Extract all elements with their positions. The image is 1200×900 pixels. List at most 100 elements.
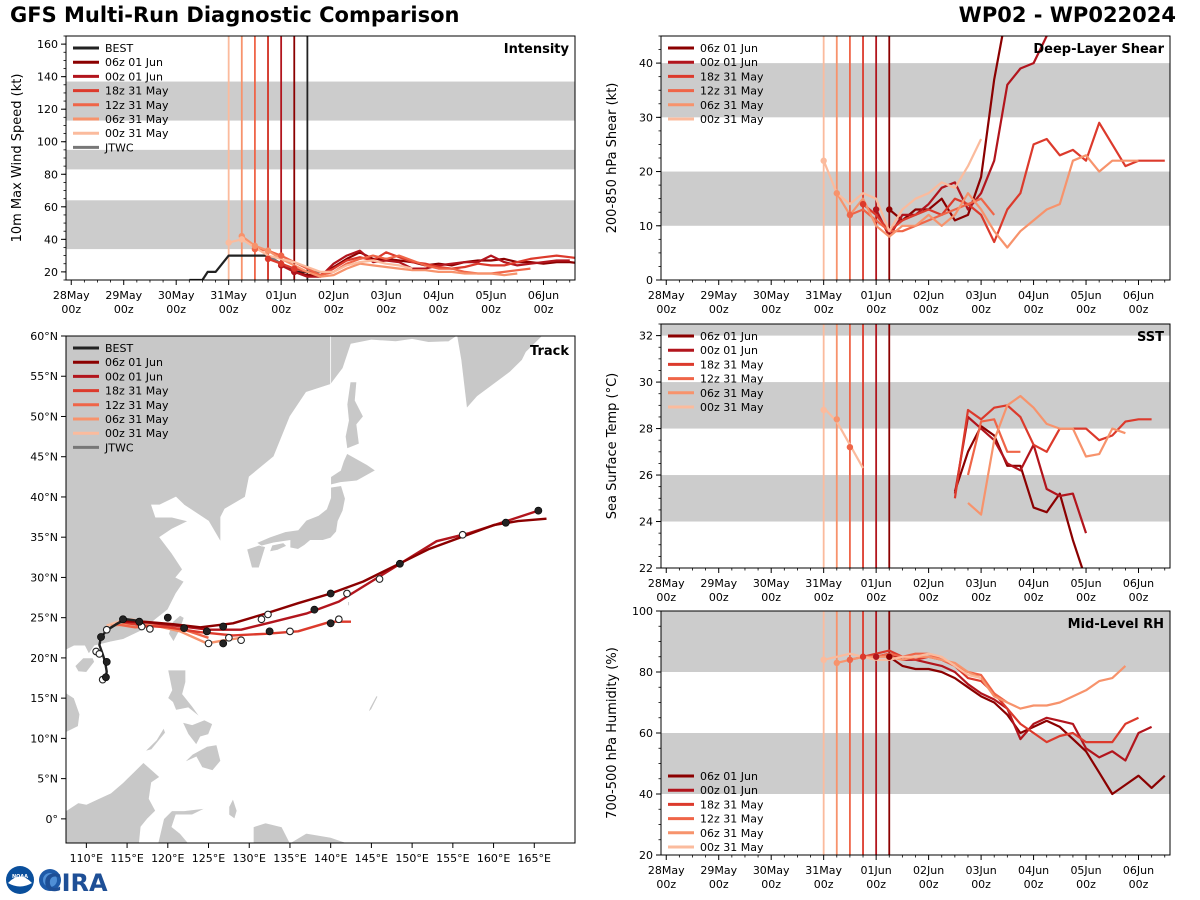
track-x-tick-label: 130°E: [233, 852, 266, 865]
track-y-tick-label: 25°N: [30, 612, 58, 625]
sst-plot-area: [820, 324, 1152, 568]
shear-y-axis-label: 200-850 hPa Shear (kt): [605, 83, 620, 234]
shear-series-06z-01-jun: [888, 36, 1004, 222]
sst-x-tick-label-hour: 00z: [1024, 591, 1044, 604]
intensity-marker-18z-31-may-0: [264, 255, 272, 263]
cira-logo-text: CIRA: [44, 869, 108, 896]
shear-x-tick-label-date: 28May: [648, 289, 685, 302]
shear-plot-area: [820, 36, 1165, 280]
sst-series-12z-31-may: [966, 418, 1021, 476]
track-x-tick-label: 145°E: [355, 852, 388, 865]
shear-legend-label-06z-01-jun: 06z 01 Jun: [700, 42, 758, 55]
rh-x-tick-label-date: 04Jun: [1018, 864, 1049, 877]
sst-x-tick-label-hour: 00z: [814, 591, 834, 604]
track-x-tick-label: 155°E: [436, 852, 469, 865]
sst-y-tick-label: 24: [639, 516, 653, 529]
sst-series-00z-31-may: [822, 406, 864, 469]
sst-legend-label-18z-31-may: 18z 31 May: [700, 358, 764, 371]
page-title: GFS Multi-Run Diagnostic Comparison: [10, 3, 460, 27]
track-legend-label-00z-01-jun: 00z 01 Jun: [105, 370, 163, 383]
rh-marker-06z-31-may-0: [833, 659, 840, 667]
intensity-x-tick-label-hour: 00z: [166, 303, 186, 316]
rh-x-tick-label-hour: 00z: [709, 878, 729, 891]
track-point-open-14: [375, 575, 384, 583]
rh-legend-label-00z-31-may: 00z 31 May: [700, 841, 764, 854]
land-visayas: [181, 719, 214, 746]
intensity-marker-00z-31-may-1: [238, 236, 245, 243]
track-series-06z-01-jun: [122, 517, 547, 629]
rh-legend-label-00z-01-jun: 00z 01 Jun: [700, 784, 758, 797]
intensity-band-2: [66, 81, 575, 121]
shear-marker-06z-01-jun-0: [886, 206, 893, 213]
track-point-open-11: [286, 627, 294, 636]
intensity-x-tick-label-date: 28May: [53, 289, 90, 302]
sst-panel: 22242628303228May00z29May00z30May00z31Ma…: [605, 323, 1171, 604]
rh-x-tick-label-date: 28May: [648, 864, 685, 877]
land-sakhalin: [344, 381, 364, 450]
track-point-filled-3: [119, 615, 127, 624]
land-borneo: [66, 762, 161, 843]
track-point-filled-13: [326, 619, 335, 628]
land-east-asia: [66, 336, 332, 655]
sst-x-tick-label-hour: 00z: [971, 591, 991, 604]
intensity-legend-label-00z-31-may: 00z 31 May: [105, 127, 169, 140]
track-point-filled-15: [501, 518, 510, 527]
shear-legend-label-00z-31-may: 00z 31 May: [700, 113, 764, 126]
track-y-tick-label: 20°N: [30, 652, 58, 665]
track-point-open-7: [225, 633, 233, 642]
rh-y-axis-label: 700-500 hPa Humidity (%): [605, 647, 620, 819]
track-point-filled-2: [97, 633, 105, 641]
rh-band-0: [661, 733, 1170, 794]
intensity-y-tick-label: 60: [44, 201, 58, 214]
rh-legend-label-12z-31-may: 12z 31 May: [700, 813, 764, 826]
intensity-y-tick-label: 120: [37, 103, 58, 116]
shear-series-18z-31-may: [862, 121, 1165, 244]
sst-x-tick-label-date: 02Jun: [913, 577, 944, 590]
sst-y-tick-label: 26: [639, 469, 653, 482]
track-point-filled-10: [265, 627, 274, 636]
intensity-series-00z-01-jun: [280, 249, 570, 278]
rh-y-tick-label: 40: [639, 788, 653, 801]
shear-marker-18z-31-may-0: [859, 200, 867, 208]
rh-x-tick-label-date: 31May: [805, 864, 842, 877]
intensity-marker-12z-31-may-2: [277, 252, 285, 259]
land-marianas: [367, 695, 379, 713]
track-x-tick-label: 120°E: [151, 852, 184, 865]
track-legend-label-12z-31-may: 12z 31 May: [105, 399, 169, 412]
intensity-y-tick-label: 140: [37, 71, 58, 84]
rh-y-tick-label: 60: [639, 727, 653, 740]
sst-x-tick-label-hour: 00z: [709, 591, 729, 604]
track-y-tick-label: 40°N: [30, 491, 58, 504]
track-point-filled-14: [396, 559, 404, 568]
intensity-x-tick-label-hour: 00z: [324, 303, 344, 316]
shear-series-00z-31-may: [822, 138, 983, 233]
land-kyushu: [246, 544, 266, 569]
sst-x-tick-label-date: 31May: [805, 577, 842, 590]
land-mindanao: [183, 744, 222, 772]
rh-x-tick-label-hour: 00z: [1076, 878, 1096, 891]
shear-x-tick-label-date: 03Jun: [965, 289, 996, 302]
sst-legend-label-06z-31-may: 06z 31 May: [700, 387, 764, 400]
shear-panel-title: Deep-Layer Shear: [1033, 42, 1164, 57]
track-point-filled-8: [219, 622, 228, 631]
land-okhotsk-coast: [330, 336, 458, 386]
rh-marker-12z-31-may-0: [846, 656, 854, 663]
track-point-filled-16: [534, 506, 543, 515]
rh-legend-label-06z-01-jun: 06z 01 Jun: [700, 770, 758, 783]
intensity-x-tick-label-date: 04Jun: [423, 289, 454, 302]
track-point-filled-9: [219, 639, 228, 648]
rh-x-tick-label-date: 01Jun: [861, 864, 892, 877]
rh-x-tick-label-hour: 00z: [814, 878, 834, 891]
track-y-tick-label: 50°N: [30, 410, 58, 423]
rh-x-tick-label-hour: 00z: [761, 878, 781, 891]
track-y-tick-label: 5°N: [37, 773, 58, 786]
sst-band-1: [661, 382, 1170, 429]
intensity-y-axis-label: 10m Max Wind Speed (kt): [10, 74, 25, 243]
rh-marker-18z-31-may-0: [859, 653, 867, 660]
track-point-filled-11: [310, 605, 319, 614]
shear-y-tick-label: 40: [639, 57, 653, 70]
track-plot-area: [66, 336, 547, 843]
shear-x-tick-label-hour: 00z: [1024, 303, 1044, 316]
shear-legend-label-00z-01-jun: 00z 01 Jun: [700, 56, 758, 69]
